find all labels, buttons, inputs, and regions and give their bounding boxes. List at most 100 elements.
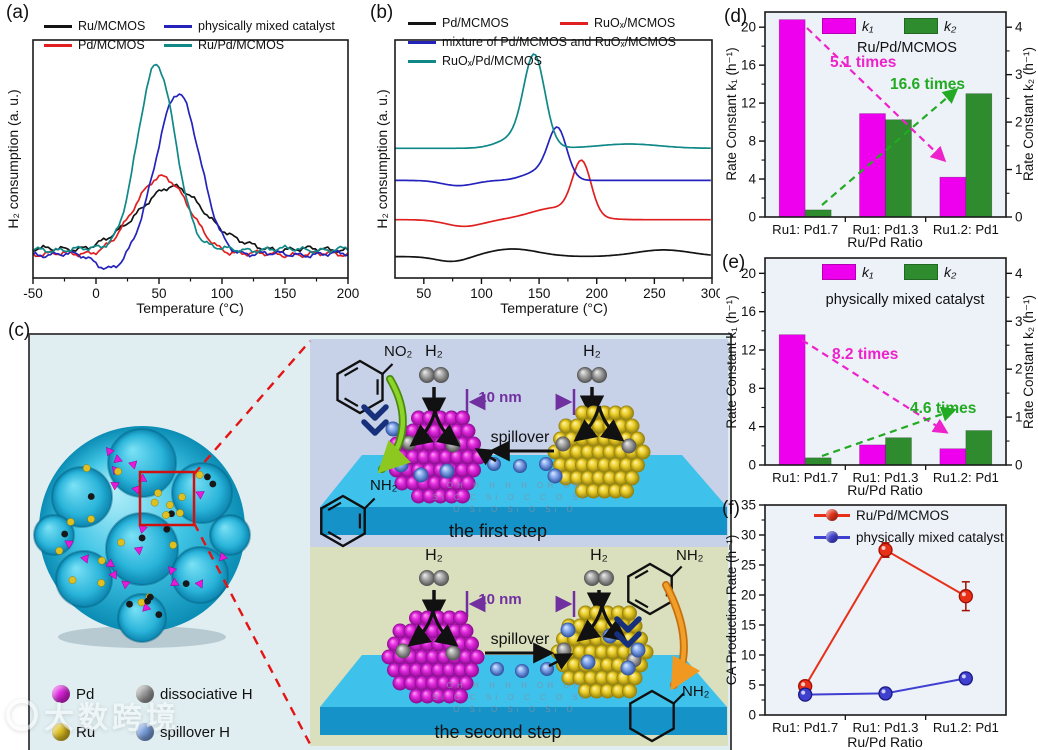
panel-d-label: (d) <box>724 6 748 27</box>
svg-text:100: 100 <box>211 286 234 301</box>
legend-item: physically mixed catalyst <box>814 530 1004 545</box>
svg-text:30: 30 <box>741 528 756 543</box>
svg-text:200: 200 <box>337 286 360 301</box>
legend-swatch <box>814 509 850 521</box>
svg-text:2: 2 <box>1015 115 1023 130</box>
svg-text:20: 20 <box>741 588 756 603</box>
svg-text:5: 5 <box>748 678 756 693</box>
svg-text:Ru1.2: Pd1: Ru1.2: Pd1 <box>933 720 999 735</box>
svg-text:3: 3 <box>1015 67 1023 82</box>
svg-text:12: 12 <box>741 96 756 111</box>
svg-text:0: 0 <box>748 210 756 225</box>
panel-f-label: (f) <box>722 498 740 519</box>
legend-item: mixture of Pd/MCMOS and RuOₓ/MCMOS <box>408 35 676 49</box>
panel-b-ylabel: H₂ consumption (a. u.) <box>374 89 390 229</box>
silica-surface-text: O Si O Si O Si O <box>453 505 577 514</box>
legend-swatch <box>560 21 588 25</box>
legend-swatch <box>164 24 192 28</box>
legend-swatch <box>164 43 192 47</box>
svg-text:250: 250 <box>643 286 666 301</box>
svg-text:0: 0 <box>748 708 756 723</box>
legend-label: RuOₓ/Pd/MCMOS <box>442 54 542 68</box>
pd-sphere-icon <box>52 685 70 703</box>
tpr-chart-b: 50 100 150 200 250 300 <box>394 39 720 301</box>
spillover-label: spillover <box>490 429 550 446</box>
svg-text:-50: -50 <box>23 286 43 301</box>
spillover-label: spillover <box>490 631 550 648</box>
svg-text:0: 0 <box>1015 210 1023 225</box>
panel-c: Pd dissociative H Ru spillover H NO₂ H₂ … <box>0 325 738 750</box>
svg-text:4: 4 <box>748 419 756 434</box>
legend-item: Ru/Pd/MCMOS <box>164 38 284 52</box>
silica-surface-text: OH H H H H OH OH <box>446 681 584 690</box>
legend-label: Ru/Pd/MCMOS <box>198 38 285 52</box>
legend-label: Ru/Pd/MCMOS <box>856 508 950 523</box>
svg-text:Ru1: Pd1.7: Ru1: Pd1.7 <box>772 470 838 485</box>
legend-item: Ru/MCMOS <box>44 19 145 33</box>
svg-text:35: 35 <box>741 498 756 513</box>
legend-item: Pd/MCMOS <box>408 16 509 30</box>
svg-text:15: 15 <box>741 618 756 633</box>
legend-item: k₂ <box>904 18 956 34</box>
dissociative-h-sphere-icon <box>136 685 154 703</box>
svg-text:2: 2 <box>1015 362 1023 377</box>
svg-text:25: 25 <box>741 558 756 573</box>
watermark: 大数跨境 <box>6 693 180 737</box>
svg-text:200: 200 <box>585 286 608 301</box>
svg-text:0: 0 <box>92 286 100 301</box>
panel-b: 50 100 150 200 250 300 H₂ consumption (a. u.)… <box>368 0 720 320</box>
silica-surface-text: OH H H H H OH OH <box>446 481 584 490</box>
panel-e-xlabel: Ru/Pd Ratio <box>847 482 923 498</box>
legend-swatch <box>44 24 72 28</box>
svg-text:16: 16 <box>741 58 756 73</box>
svg-text:Ru1: Pd1.3: Ru1: Pd1.3 <box>853 222 919 237</box>
panel-d-xlabel: Ru/Pd Ratio <box>847 234 923 250</box>
svg-text:50: 50 <box>416 286 431 301</box>
panel-e-left-ylabel: Rate Constant k₁ (h⁻¹) <box>724 295 739 429</box>
legend-label: k₂ <box>944 264 957 280</box>
panel-d: 0 4 8 12 16 20 0 1 2 3 4 Ru1: Pd1.7 Ru1: Pd1.3 Ru1.2:… <box>722 0 1038 250</box>
svg-text:Ru1.2: Pd1: Ru1.2: Pd1 <box>933 222 999 237</box>
svg-text:3: 3 <box>1015 314 1023 329</box>
legend-item: RuOₓ/Pd/MCMOS <box>408 54 542 68</box>
step1-caption: the first step <box>448 521 548 541</box>
legend-label: k₁ <box>862 264 874 280</box>
svg-text:12: 12 <box>741 343 756 358</box>
svg-text:Ru1: Pd1.7: Ru1: Pd1.7 <box>772 720 838 735</box>
svg-text:20: 20 <box>741 266 756 281</box>
svg-text:300: 300 <box>701 286 720 301</box>
annotation-5-1-times: 5.1 times <box>830 54 897 71</box>
svg-text:10: 10 <box>741 648 756 663</box>
scheme-box: Pd dissociative H Ru spillover H NO₂ H₂ … <box>28 333 732 750</box>
watermark-logo-icon <box>6 699 38 731</box>
spillover-h-sphere-icon <box>136 723 154 741</box>
panel-b-xlabel: Temperature (°C) <box>500 300 608 316</box>
annotation-16-6-times: 16.6 times <box>890 76 965 93</box>
panel-a: -50 0 50 100 150 200 H₂ consumption (a. u.) T… <box>0 0 368 320</box>
svg-text:Ru1: Pd1.7: Ru1: Pd1.7 <box>772 222 838 237</box>
legend-swatch <box>822 18 856 34</box>
svg-text:4: 4 <box>748 172 756 187</box>
panel-a-ylabel: H₂ consumption (a. u.) <box>5 89 21 229</box>
silica-surface-text: Si C C Si O C C O Si <box>432 693 588 702</box>
legend-marker-dot <box>826 531 838 543</box>
legend-swatch <box>408 21 436 25</box>
legend-label: RuOₓ/MCMOS <box>594 16 676 30</box>
legend-item: physically mixed catalyst <box>164 19 335 33</box>
step2-caption: the second step <box>434 722 562 742</box>
panel-e-title: physically mixed catalyst <box>825 292 985 308</box>
panel-a-label: (a) <box>6 2 30 23</box>
legend-label: physically mixed catalyst <box>198 19 335 33</box>
svg-text:150: 150 <box>528 286 551 301</box>
h2-label: H₂ <box>583 343 601 360</box>
panel-e-label: (e) <box>722 252 746 273</box>
legend-label-dissociative-h: dissociative H <box>160 686 253 703</box>
svg-text:0: 0 <box>748 458 756 473</box>
legend-item: Ru/Pd/MCMOS <box>814 508 949 523</box>
legend-label: k₁ <box>862 18 874 34</box>
legend-item: Pd/MCMOS <box>44 38 145 52</box>
silica-surface-text: O Si O Si O Si O <box>453 705 577 714</box>
tpr-chart-a: -50 0 50 100 150 200 <box>23 39 360 301</box>
